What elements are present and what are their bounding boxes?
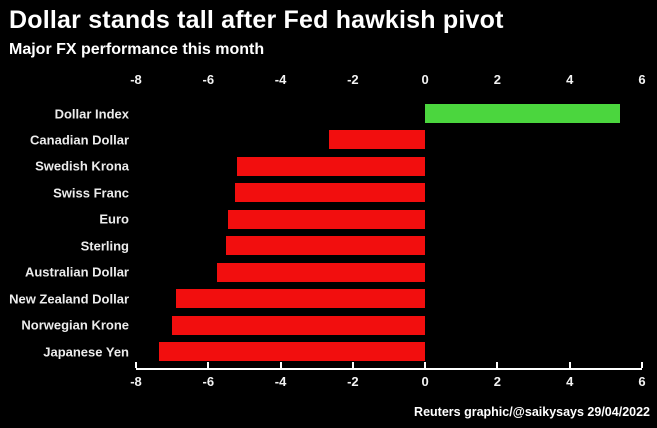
category-label: New Zealand Dollar [9,291,129,307]
bar-negative [217,262,426,282]
x-axis-tick [207,362,210,368]
x-axis-tick [641,362,643,368]
bottom-axis-tick-label: 2 [493,374,502,389]
top-axis-tick-label: 0 [421,72,429,87]
category-label: Euro [99,211,129,227]
x-axis-tick [424,362,427,368]
chart-title: Dollar stands tall after Fed hawkish piv… [9,6,504,34]
category-label: Swiss Franc [53,185,129,201]
top-axis-tick-label: -8 [130,72,142,87]
x-axis-tick [568,362,571,368]
top-axis-tick-label: -2 [347,72,359,87]
bottom-axis-tick-label: 0 [421,374,429,389]
bottom-axis-tick-label: 6 [638,374,646,389]
x-axis-tick [496,362,499,368]
top-axis-tick-label: -6 [202,72,215,87]
category-label: Canadian Dollar [30,132,129,148]
bottom-axis-tick-label: -2 [347,374,359,389]
top-axis-tick-label: -4 [274,72,287,87]
bar-negative [172,315,426,335]
bar-negative [159,342,426,362]
bar-positive [425,104,621,123]
category-label: Swedish Krona [35,158,129,174]
category-label: Australian Dollar [24,264,129,280]
source-credit: Reuters graphic/@saikysays 29/04/2022 [414,405,650,419]
chart-subtitle: Major FX performance this month [9,41,265,58]
x-axis-tick [279,362,282,368]
bar-negative [226,236,426,256]
bar-negative [235,183,426,203]
bottom-axis-tick-label: 4 [566,374,574,389]
bar-negative [329,130,426,150]
category-label: Japanese Yen [43,344,129,360]
bottom-axis-tick-label: -8 [130,374,142,389]
x-axis-tick [135,362,137,368]
category-label: Sterling [80,238,129,254]
x-axis-line [136,368,642,370]
bottom-axis-tick-label: -6 [202,374,215,389]
bottom-axis-tick-label: -4 [274,374,287,389]
x-axis-tick [351,362,354,368]
top-axis-tick-label: 2 [493,72,502,87]
bar-negative [175,289,426,309]
top-axis-tick-label: 6 [638,72,646,87]
category-label: Dollar Index [54,106,129,121]
bar-negative [228,209,426,229]
top-axis-tick-label: 4 [566,72,574,87]
bar-negative [237,156,426,176]
category-label: Norwegian Krone [21,317,129,333]
